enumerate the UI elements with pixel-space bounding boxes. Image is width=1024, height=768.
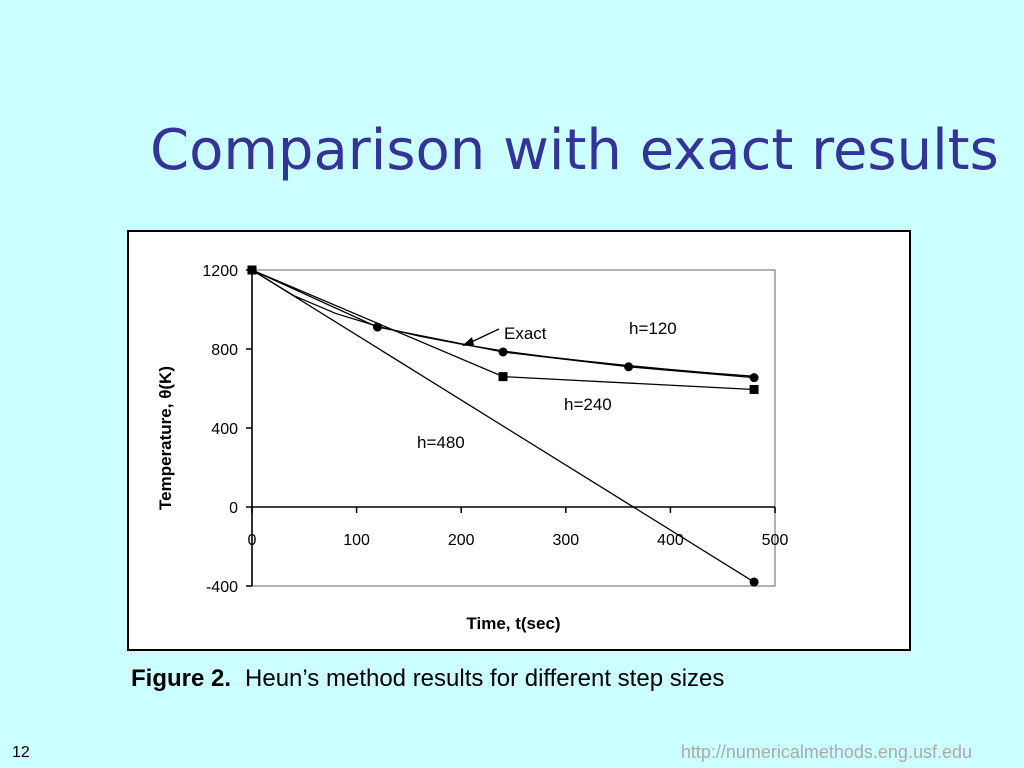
y-tick-label: -400 (206, 579, 238, 596)
footer-url: http://numericalmethods.eng.usf.edu (680, 742, 972, 762)
y-tick-label: 800 (211, 342, 238, 359)
y-axis-title: Temperature, θ(K) (156, 366, 175, 510)
caption-label: Figure 2. (131, 665, 232, 692)
x-tick-label: 300 (552, 532, 579, 549)
data-point-h-240 (749, 384, 759, 394)
data-point-h-480 (749, 577, 759, 587)
slide-number: 12 (12, 744, 30, 761)
slide-title: Comparison with exact results (150, 118, 999, 183)
data-point-h-240 (498, 372, 508, 382)
x-tick-label: 0 (248, 532, 257, 549)
figure-caption: Figure 2. Heun’s method results for diffe… (131, 665, 724, 693)
series-label-h-480: h=480 (417, 433, 465, 452)
plot-area (251, 269, 776, 587)
exact-label-arrowhead (462, 337, 474, 346)
x-tick-label: 100 (343, 532, 370, 549)
y-tick-label: 1200 (202, 263, 238, 280)
x-tick-label: 400 (657, 532, 684, 549)
y-tick-label: 400 (211, 421, 238, 438)
caption-text: Heun’s method results for different step… (245, 665, 725, 692)
line-chart: -400 0 400 800 1200 0 100 200 300 400 500 Exact h=1… (156, 263, 789, 633)
data-point-h-120 (498, 347, 508, 357)
chart-frame: -400 0 400 800 1200 0 100 200 300 400 500 Exact h=1… (127, 230, 911, 651)
series-label-h-240: h=240 (564, 395, 612, 414)
y-tick-label: 0 (229, 500, 238, 517)
data-point-h-480 (247, 265, 257, 275)
series-label-h-120: h=120 (629, 319, 677, 338)
series-label-exact: Exact (504, 324, 547, 343)
x-tick-label: 500 (762, 532, 789, 549)
x-axis-title: Time, t(sec) (466, 614, 560, 633)
data-point-h-120 (624, 362, 634, 372)
series-line-h-480 (251, 269, 755, 583)
data-point-h-120 (749, 373, 759, 383)
x-tick-label: 200 (448, 532, 475, 549)
